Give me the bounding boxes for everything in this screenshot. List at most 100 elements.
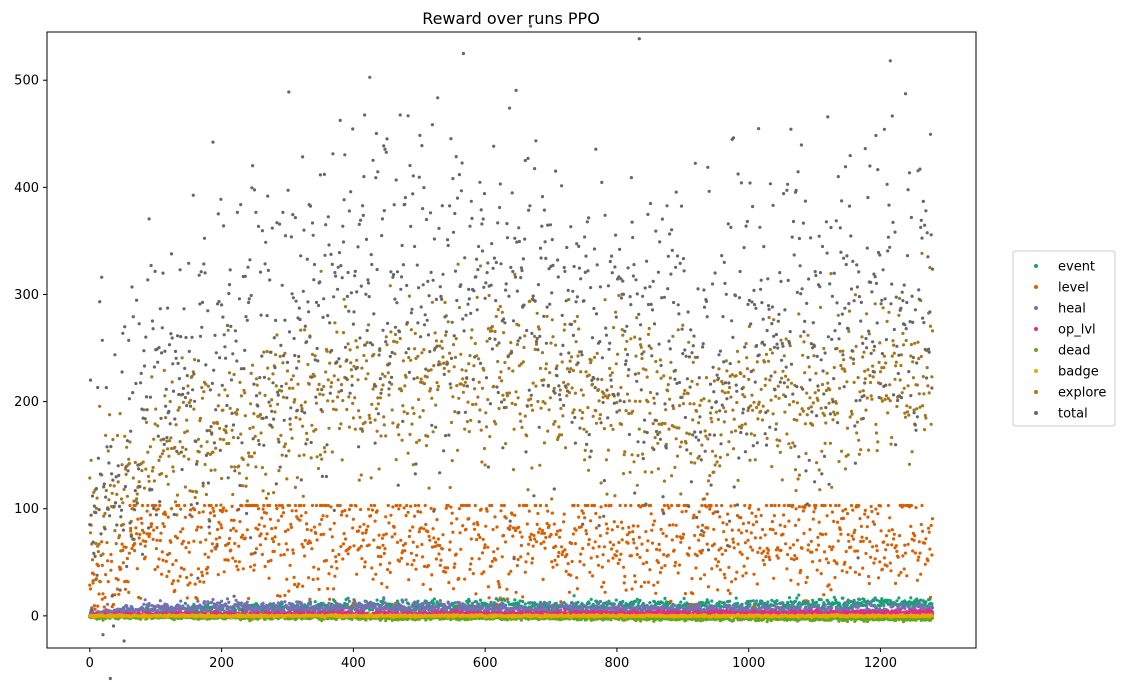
data-point [139,516,143,521]
data-point [551,565,555,569]
data-point [224,509,228,513]
data-point [375,509,379,513]
data-point [892,532,896,536]
data-point [404,514,408,518]
data-point [197,510,201,515]
data-point [726,512,730,516]
data-point [301,584,305,588]
data-point [291,551,295,555]
data-point [375,598,379,602]
data-point [262,524,266,528]
data-point [865,525,869,529]
data-point [363,565,367,569]
data-point [924,537,928,541]
data-point [183,515,187,519]
data-point [650,541,655,545]
data-point [853,601,858,605]
data-point [886,543,890,547]
data-point [724,548,728,553]
data-point [479,507,483,511]
data-point [274,503,278,508]
data-point [468,567,472,572]
data-point [326,587,330,591]
data-point [332,521,336,525]
data-point [826,561,831,565]
data-point [320,517,324,522]
data-point [570,601,574,605]
data-point [321,514,325,518]
data-point [88,587,93,591]
data-point [763,533,767,537]
data-point [773,602,777,607]
data-point [652,519,657,523]
data-point [722,572,726,577]
data-point [612,543,616,547]
data-point [307,576,311,580]
data-point [377,533,381,537]
data-point [749,531,753,535]
data-point [444,570,448,574]
data-point [311,577,315,582]
data-point [702,573,707,577]
data-point [903,606,907,611]
data-point [801,509,806,513]
data-point [293,582,297,587]
data-point [256,527,260,531]
data-point [370,566,374,570]
data-point [357,529,361,533]
data-point [503,598,507,603]
data-point [603,590,607,594]
data-point [364,528,369,532]
data-point [184,546,188,550]
data-point [303,554,307,558]
data-point [120,542,124,546]
data-point [876,576,881,580]
data-point [448,540,452,544]
data-point [470,557,474,561]
data-point [577,515,581,519]
data-point [768,558,772,562]
data-point [281,607,286,611]
data-point [410,563,414,567]
data-point [627,530,632,535]
data-point [806,548,810,552]
data-point [496,547,500,551]
data-point [321,601,325,605]
data-point [222,506,226,510]
data-point [633,574,637,578]
data-point [600,565,605,569]
data-point [833,575,837,580]
data-point [291,548,295,552]
data-point [212,514,216,518]
data-point [432,602,436,606]
data-point [298,518,302,522]
data-point [195,528,199,532]
data-point [838,602,842,606]
data-point [496,598,500,602]
data-point [473,527,477,531]
data-point [212,610,216,614]
data-point [502,533,506,538]
data-point [658,548,662,552]
data-point [463,577,467,581]
data-point [476,523,480,527]
data-point [260,552,264,557]
data-point [102,605,106,609]
data-point [139,542,143,546]
data-point [849,503,854,508]
data-point [407,602,411,606]
data-point [861,566,865,570]
data-point [404,598,408,602]
data-point [348,545,352,549]
data-point [633,599,638,604]
data-point [915,578,920,582]
data-point [446,566,450,570]
data-point [612,602,616,606]
data-point [483,543,487,547]
data-point [327,601,331,605]
data-point [602,601,606,606]
data-point [448,548,452,552]
data-point [421,555,425,559]
data-point [192,539,196,543]
